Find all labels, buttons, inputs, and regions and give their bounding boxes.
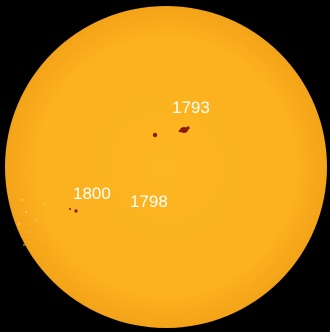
sunspot-group-1800 (69, 208, 78, 213)
sun-disk (5, 6, 327, 328)
faculae (17, 198, 46, 246)
sunspot-group-1793 (152, 126, 190, 138)
active-region-label-1800: 1800 (73, 184, 111, 203)
active-region-label-1798: 1798 (130, 192, 168, 211)
active-region-label-1793: 1793 (172, 98, 210, 117)
